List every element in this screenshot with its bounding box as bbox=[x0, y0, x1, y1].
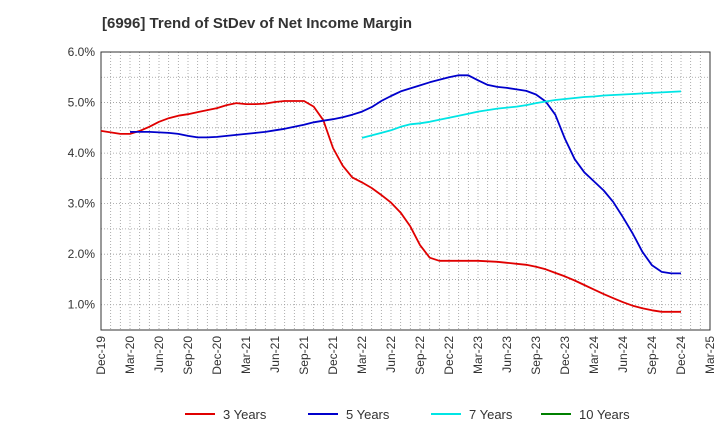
y-tick-label: 5.0% bbox=[68, 96, 96, 110]
x-tick-label: Sep-23 bbox=[529, 336, 543, 375]
x-tick-label: Dec-21 bbox=[326, 336, 340, 375]
y-tick-label: 4.0% bbox=[68, 146, 96, 160]
x-tick-label: Mar-22 bbox=[355, 336, 369, 374]
x-tick-label: Dec-19 bbox=[94, 336, 108, 375]
x-tick-label: Sep-24 bbox=[645, 336, 659, 375]
series-line-5-years bbox=[130, 74, 681, 275]
x-tick-label: Jun-23 bbox=[500, 336, 514, 373]
y-tick-label: 2.0% bbox=[68, 247, 96, 261]
x-tick-label: Mar-21 bbox=[239, 336, 253, 374]
legend-label: 10 Years bbox=[579, 407, 630, 422]
x-tick-label: Dec-20 bbox=[210, 336, 224, 375]
x-tick-label: Sep-21 bbox=[297, 336, 311, 375]
x-tick-label: Mar-24 bbox=[587, 336, 601, 374]
y-tick-label: 1.0% bbox=[68, 298, 96, 312]
series-line-7-years bbox=[361, 90, 682, 139]
y-tick-label: 3.0% bbox=[68, 197, 96, 211]
x-tick-label: Dec-22 bbox=[442, 336, 456, 375]
x-tick-label: Sep-20 bbox=[181, 336, 195, 375]
x-tick-label: Jun-20 bbox=[152, 336, 166, 373]
x-tick-label: Dec-24 bbox=[674, 336, 688, 375]
x-tick-label: Mar-20 bbox=[123, 336, 137, 374]
series-line-3-years bbox=[100, 100, 681, 313]
x-tick-label: Dec-23 bbox=[558, 336, 572, 375]
legend-label: 3 Years bbox=[223, 407, 267, 422]
legend-label: 7 Years bbox=[469, 407, 513, 422]
chart-title: [6996] Trend of StDev of Net Income Marg… bbox=[102, 15, 413, 32]
y-tick-label: 6.0% bbox=[68, 45, 96, 59]
x-tick-label: Sep-22 bbox=[413, 336, 427, 375]
plot-frame bbox=[100, 51, 711, 331]
legend-label: 5 Years bbox=[346, 407, 390, 422]
x-tick-label: Jun-21 bbox=[268, 336, 282, 373]
x-tick-label: Mar-23 bbox=[471, 336, 485, 374]
x-tick-label: Mar-25 bbox=[703, 336, 717, 374]
x-tick-label: Jun-22 bbox=[384, 336, 398, 373]
x-tick-label: Jun-24 bbox=[616, 336, 630, 373]
